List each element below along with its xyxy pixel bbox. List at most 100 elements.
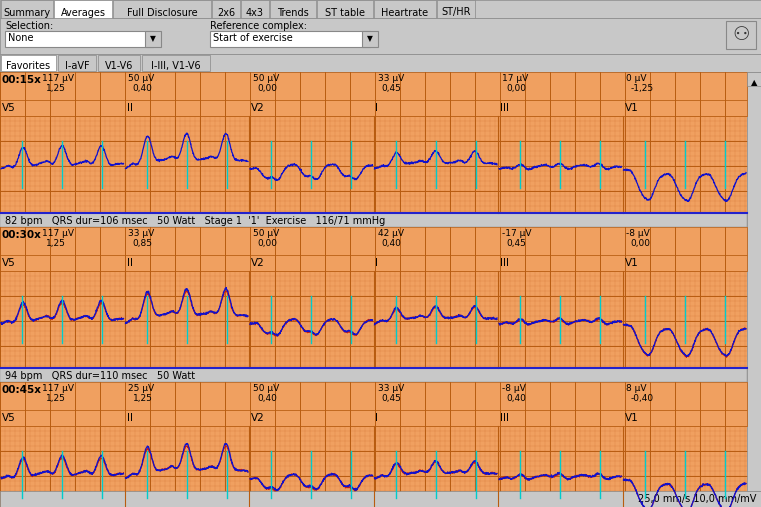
Text: V1: V1 <box>625 258 638 268</box>
Bar <box>317 0 373 18</box>
Text: V5: V5 <box>2 413 16 423</box>
Text: -0,40: -0,40 <box>631 394 654 403</box>
Text: I: I <box>375 103 378 113</box>
Text: II: II <box>126 103 132 113</box>
Bar <box>0 0 761 18</box>
Text: 0,40: 0,40 <box>132 84 152 93</box>
Bar <box>0 255 747 271</box>
Text: 17 μV: 17 μV <box>502 74 528 83</box>
Text: 00:15x: 00:15x <box>2 75 42 85</box>
Text: 42 μV: 42 μV <box>377 229 403 238</box>
Bar <box>0 54 761 72</box>
Bar <box>0 116 747 213</box>
Bar <box>374 0 436 18</box>
Text: 00:30x: 00:30x <box>2 230 42 240</box>
Text: 0,00: 0,00 <box>631 239 651 248</box>
Bar <box>0 410 747 426</box>
Text: 0,45: 0,45 <box>381 394 401 403</box>
Text: 1,25: 1,25 <box>132 394 152 403</box>
Text: 0,40: 0,40 <box>381 239 401 248</box>
Text: 2x6: 2x6 <box>217 8 235 18</box>
Text: 0,45: 0,45 <box>381 84 401 93</box>
Text: 50 μV: 50 μV <box>253 74 279 83</box>
Text: ▲: ▲ <box>751 79 757 88</box>
Bar <box>0 382 747 410</box>
Text: V2: V2 <box>251 258 265 268</box>
Text: 94 bpm   QRS dur=110 msec   50 Watt: 94 bpm QRS dur=110 msec 50 Watt <box>5 371 195 381</box>
Text: 0,45: 0,45 <box>506 239 526 248</box>
Text: Trends: Trends <box>277 8 309 18</box>
Text: Full Disclosure: Full Disclosure <box>126 8 197 18</box>
Text: 0,40: 0,40 <box>257 394 277 403</box>
Text: 33 μV: 33 μV <box>377 74 404 83</box>
Bar <box>142 55 210 71</box>
Text: Averages: Averages <box>61 8 106 18</box>
Text: Heartrate: Heartrate <box>381 8 428 18</box>
Text: -8 μV: -8 μV <box>626 229 650 238</box>
Text: I: I <box>375 258 378 268</box>
Bar <box>0 271 747 368</box>
Bar <box>1 0 53 18</box>
Text: 0,00: 0,00 <box>257 84 277 93</box>
Text: 117 μV: 117 μV <box>42 384 74 393</box>
Text: ▼: ▼ <box>150 34 156 44</box>
Text: I-aVF: I-aVF <box>65 61 89 71</box>
Text: 25,0 mm/s 10,0 mm/mV: 25,0 mm/s 10,0 mm/mV <box>638 494 756 504</box>
Text: 117 μV: 117 μV <box>42 229 74 238</box>
Text: -17 μV: -17 μV <box>502 229 531 238</box>
Bar <box>113 0 211 18</box>
Text: ▼: ▼ <box>367 34 373 44</box>
Text: V5: V5 <box>2 258 16 268</box>
Text: 33 μV: 33 μV <box>377 384 404 393</box>
Text: 0,85: 0,85 <box>132 239 152 248</box>
Bar <box>0 100 747 116</box>
Bar <box>726 21 756 49</box>
Bar <box>437 0 475 18</box>
Text: 117 μV: 117 μV <box>42 74 74 83</box>
Bar <box>270 0 316 18</box>
Bar <box>54 0 112 18</box>
Bar <box>241 0 269 18</box>
Bar <box>0 72 747 100</box>
Bar <box>0 213 747 227</box>
Text: 82 bpm   QRS dur=106 msec   50 Watt   Stage 1  '1'  Exercise   116/71 mmHg: 82 bpm QRS dur=106 msec 50 Watt Stage 1 … <box>5 216 385 226</box>
Text: Selection:: Selection: <box>5 21 53 31</box>
Text: 0 μV: 0 μV <box>626 74 647 83</box>
Bar <box>98 55 140 71</box>
Text: 4x3: 4x3 <box>246 8 264 18</box>
Text: V2: V2 <box>251 103 265 113</box>
Text: 00:45x: 00:45x <box>2 385 42 395</box>
Text: 50 μV: 50 μV <box>253 229 279 238</box>
Text: Summary: Summary <box>4 8 50 18</box>
Text: 0,00: 0,00 <box>257 239 277 248</box>
Bar <box>0 368 747 382</box>
Bar <box>212 0 240 18</box>
Bar <box>58 55 96 71</box>
Text: 1,25: 1,25 <box>46 84 66 93</box>
Text: 1,25: 1,25 <box>46 394 66 403</box>
Text: V5: V5 <box>2 103 16 113</box>
Text: 8 μV: 8 μV <box>626 384 647 393</box>
Text: II: II <box>126 258 132 268</box>
Text: V1-V6: V1-V6 <box>105 61 133 71</box>
Bar <box>0 18 761 54</box>
Bar <box>747 72 761 86</box>
Bar <box>1 55 56 71</box>
Text: None: None <box>8 33 33 43</box>
Text: Reference complex:: Reference complex: <box>210 21 307 31</box>
Text: III: III <box>500 413 509 423</box>
Text: ST/HR: ST/HR <box>441 8 471 18</box>
Text: ⚇: ⚇ <box>732 25 750 45</box>
Text: III: III <box>500 258 509 268</box>
Text: Favorites: Favorites <box>6 61 50 71</box>
Text: III: III <box>500 103 509 113</box>
Bar <box>5 31 153 47</box>
Text: V2: V2 <box>251 413 265 423</box>
Text: I-III, V1-V6: I-III, V1-V6 <box>151 61 201 71</box>
Text: V1: V1 <box>625 103 638 113</box>
Text: ST table: ST table <box>325 8 365 18</box>
Bar <box>0 227 747 255</box>
Text: 1,25: 1,25 <box>46 239 66 248</box>
Text: -1,25: -1,25 <box>631 84 654 93</box>
Text: V1: V1 <box>625 413 638 423</box>
